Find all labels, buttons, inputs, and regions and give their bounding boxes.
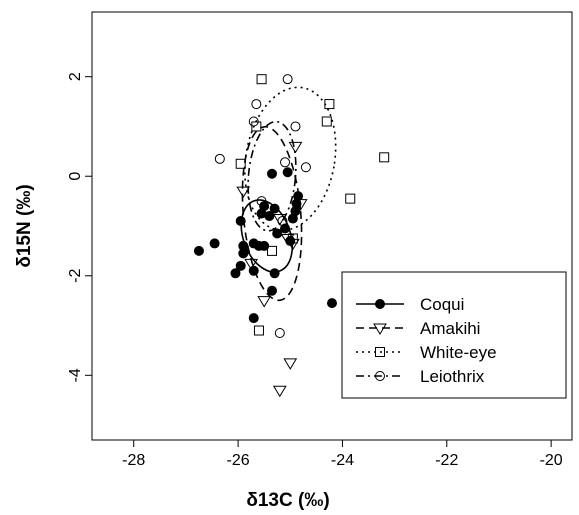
points-layer (193, 74, 390, 398)
legend: Coqui Amakihi White-eye Leiothrix (341, 271, 567, 399)
point-leiothrix (290, 121, 301, 132)
x-tick-label: -24 (331, 452, 354, 469)
legend-label: Leiothrix (420, 367, 485, 386)
plot-frame (91, 11, 573, 441)
legend-marker (375, 347, 385, 357)
y-axis: -4 -2 0 2 (67, 72, 92, 382)
point-amakihi (236, 186, 251, 199)
y-axis-title: δ15N (‰) (14, 184, 35, 267)
x-axis-title: δ13C (‰) (246, 490, 329, 511)
y-tick-label: 2 (67, 72, 84, 81)
point-coqui (235, 260, 246, 271)
point-amakihi (285, 238, 300, 251)
legend-marker (375, 299, 385, 309)
x-axis: -28 -26 -24 -22 -20 (122, 440, 563, 469)
ellipse-white-eye (244, 86, 337, 232)
point-leiothrix (280, 157, 291, 168)
point-coqui (235, 216, 246, 227)
ellipse-amakihi (241, 125, 303, 302)
point-coqui (282, 167, 293, 178)
point-coqui (193, 245, 204, 256)
legend-label: Amakihi (420, 319, 480, 338)
point-coqui (269, 203, 280, 214)
legend-label: White-eye (420, 343, 497, 362)
point-white-eye (235, 158, 246, 169)
series-coqui (193, 167, 337, 324)
point-leiothrix (248, 116, 259, 127)
x-tick-label: -22 (435, 452, 458, 469)
point-coqui (267, 168, 277, 179)
point-coqui (267, 285, 277, 296)
point-leiothrix (277, 216, 288, 227)
point-white-eye (251, 121, 262, 132)
legend-entry-coqui: Coqui (356, 295, 464, 314)
point-amakihi (257, 296, 272, 308)
point-coqui (238, 240, 249, 251)
point-coqui (230, 268, 241, 279)
point-leiothrix (274, 328, 285, 338)
point-leiothrix (300, 162, 311, 173)
point-white-eye (324, 99, 335, 110)
point-white-eye (253, 325, 264, 336)
point-white-eye (267, 245, 277, 256)
point-white-eye (321, 116, 332, 127)
point-amakihi (272, 214, 287, 226)
point-coqui (280, 223, 291, 234)
ellipse-leiothrix (247, 120, 297, 232)
point-amakihi (244, 258, 259, 271)
series-leiothrix (214, 74, 311, 338)
point-coqui (293, 191, 304, 202)
point-white-eye (256, 74, 267, 85)
point-leiothrix (256, 196, 267, 207)
point-coqui (264, 211, 275, 222)
series-white-eye (235, 74, 390, 336)
x-tick-label: -20 (540, 452, 563, 469)
point-amakihi (283, 358, 298, 370)
legend-entry-leiothrix: Leiothrix (356, 367, 485, 386)
point-amakihi (288, 141, 303, 154)
legend-label: Coqui (420, 295, 464, 314)
point-leiothrix (251, 99, 262, 110)
legend-box (341, 271, 567, 399)
y-tick-label: -2 (67, 269, 84, 283)
legend-entry-amakihi: Amakihi (356, 319, 480, 338)
point-leiothrix (214, 153, 225, 164)
series-amakihi (236, 141, 308, 398)
legend-entry-white-eye: White-eye (356, 343, 497, 362)
point-amakihi (272, 385, 287, 398)
point-white-eye (345, 193, 356, 204)
point-coqui (209, 238, 220, 249)
x-tick-label: -28 (122, 452, 145, 469)
point-coqui (269, 268, 280, 279)
point-coqui (327, 298, 337, 309)
point-coqui (248, 313, 259, 324)
x-tick-label: -26 (227, 452, 250, 469)
legend-marker (373, 323, 387, 335)
point-white-eye (287, 233, 298, 244)
point-leiothrix (282, 74, 293, 85)
point-coqui (259, 201, 270, 212)
point-coqui (272, 228, 283, 239)
legend-marker (375, 371, 385, 381)
point-white-eye (379, 152, 390, 163)
y-tick-label: 0 (67, 172, 84, 181)
point-amakihi (293, 199, 308, 211)
y-tick-label: -4 (67, 368, 84, 382)
